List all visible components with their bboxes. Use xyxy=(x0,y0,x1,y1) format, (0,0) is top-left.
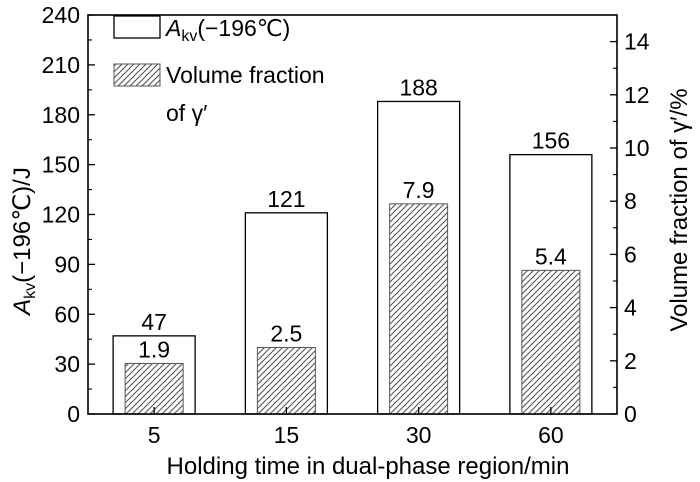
y-right-tick-label: 10 xyxy=(624,135,650,161)
legend-label-volume-fraction-line1: Volume fraction xyxy=(166,62,325,88)
y-axis-left-title: Akv(−196℃)/J xyxy=(9,167,39,317)
x-axis-title: Holding time in dual-phase region/min xyxy=(167,453,570,480)
data-label-akv: 121 xyxy=(267,186,305,212)
bar-volume-fraction xyxy=(256,347,316,415)
y-left-tick-label: 240 xyxy=(42,2,80,28)
data-label-volume-fraction: 7.9 xyxy=(403,177,435,203)
x-tick-label: 15 xyxy=(274,422,300,448)
data-label-akv: 47 xyxy=(141,309,167,335)
y-left-tick-label: 150 xyxy=(42,152,80,178)
y-left-tick-label: 210 xyxy=(42,52,80,78)
legend-swatch-akv xyxy=(113,15,161,39)
y-right-tick-label: 4 xyxy=(624,295,637,321)
y-left-tick-label: 30 xyxy=(54,351,80,377)
bar-volume-fraction xyxy=(521,269,581,415)
labels-layer: 471.951212.5151887.9301565.4600306090120… xyxy=(42,2,650,448)
x-tick-label: 60 xyxy=(538,422,564,448)
legend-swatch-volume-fraction xyxy=(113,63,161,87)
y-right-tick-label: 0 xyxy=(624,401,637,427)
bar-volume-fraction xyxy=(389,203,449,415)
axes-layer xyxy=(87,14,618,415)
data-label-volume-fraction: 5.4 xyxy=(535,243,567,269)
y-axis-right-title: Volume fraction of γ′/% xyxy=(666,88,693,331)
y-left-tick-label: 180 xyxy=(42,102,80,128)
y-right-tick-label: 6 xyxy=(624,241,637,267)
y-left-tick-label: 60 xyxy=(54,301,80,327)
y-left-tick-label: 90 xyxy=(54,251,80,277)
data-label-akv: 156 xyxy=(532,128,570,154)
legend-label-volume-fraction-line2: of γ′ xyxy=(166,100,207,126)
legend-label-akv: Akv(−196℃) xyxy=(164,15,290,45)
x-tick-label: 30 xyxy=(406,422,432,448)
y-right-tick-label: 2 xyxy=(624,348,637,374)
bars-layer xyxy=(112,100,593,415)
y-right-tick-label: 14 xyxy=(624,29,650,55)
y-right-tick-label: 12 xyxy=(624,82,650,108)
y-right-tick-label: 8 xyxy=(624,188,637,214)
y-left-tick-label: 120 xyxy=(42,202,80,228)
legend: Akv(−196℃) Volume fraction of γ′ xyxy=(113,15,325,126)
y-left-tick-label: 0 xyxy=(67,401,80,427)
x-tick-label: 5 xyxy=(148,422,161,448)
data-label-volume-fraction: 2.5 xyxy=(270,321,302,347)
data-label-volume-fraction: 1.9 xyxy=(138,336,170,362)
bar-volume-fraction xyxy=(124,362,184,415)
data-label-akv: 188 xyxy=(399,74,437,100)
